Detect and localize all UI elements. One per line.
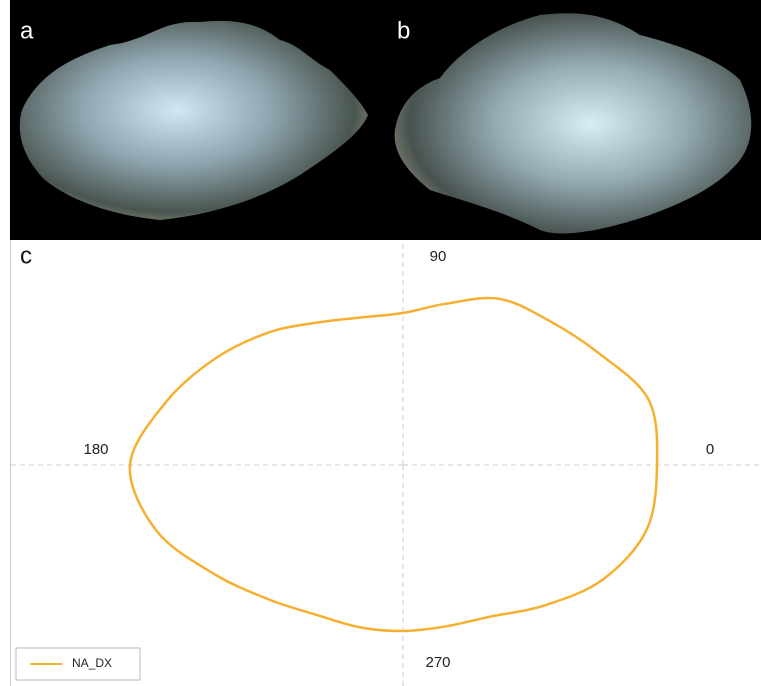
legend-label: NA_DX — [72, 656, 112, 670]
figure: a b c 0 90 180 270 NA_DX — [0, 0, 761, 686]
angle-tick-label: 90 — [430, 248, 447, 265]
panel-label: b — [397, 17, 410, 44]
contour-line — [130, 298, 657, 631]
angle-tick-label: 270 — [425, 654, 450, 671]
angle-tick-label: 0 — [706, 441, 714, 458]
panel-label: c — [20, 242, 32, 269]
angle-tick-label: 180 — [83, 441, 108, 458]
panel-label: a — [20, 17, 34, 44]
